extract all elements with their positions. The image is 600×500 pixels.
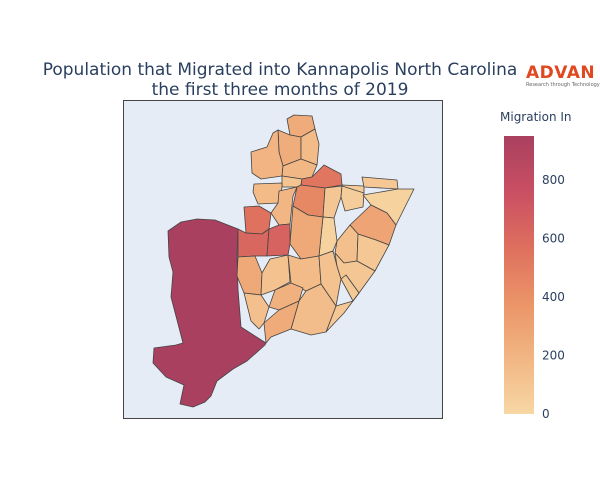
map-region-r35[interactable] (263, 300, 300, 344)
map-region-r08[interactable] (252, 182, 283, 205)
map-region-r34[interactable] (290, 283, 337, 336)
map-frame[interactable] (123, 100, 443, 419)
choropleth-map[interactable] (124, 101, 443, 419)
map-region-r05[interactable] (250, 129, 284, 180)
colorbar-tick-label: 800 (542, 173, 565, 187)
colorbar-tick-label: 600 (542, 231, 565, 245)
map-region-r15[interactable] (322, 185, 343, 219)
chart-title-line-2: the first three months of 2019 (151, 80, 409, 100)
logo-tagline: Research through Technology (526, 82, 600, 88)
map-region-r24[interactable] (356, 233, 390, 272)
map-region-r21[interactable] (289, 205, 324, 260)
colorbar-title: Migration In (500, 110, 572, 124)
map-region-r04[interactable] (300, 128, 320, 166)
map-region-r12[interactable] (243, 205, 272, 235)
colorbar-gradient (504, 136, 534, 414)
colorbar-tick-label: 0 (542, 407, 550, 420)
colorbar: 0 200 400 600 800 (504, 136, 565, 420)
map-region-r16[interactable] (340, 185, 365, 212)
advan-logo: ADVAN Research through Technology (526, 63, 600, 88)
logo-wordmark: ADVAN (526, 63, 596, 83)
map-region-r22[interactable] (266, 223, 291, 257)
chart-title: Population that Migrated into Kannapolis… (0, 60, 560, 100)
map-region-r25[interactable] (236, 255, 263, 296)
chart-title-line-1: Population that Migrated into Kannapolis… (42, 60, 518, 80)
map-region-r11[interactable] (361, 176, 399, 190)
colorbar-tick-label: 400 (542, 290, 565, 304)
colorbar-tick-label: 200 (542, 348, 565, 362)
map-region-r01[interactable] (152, 218, 267, 408)
map-region-r17[interactable] (237, 228, 270, 258)
